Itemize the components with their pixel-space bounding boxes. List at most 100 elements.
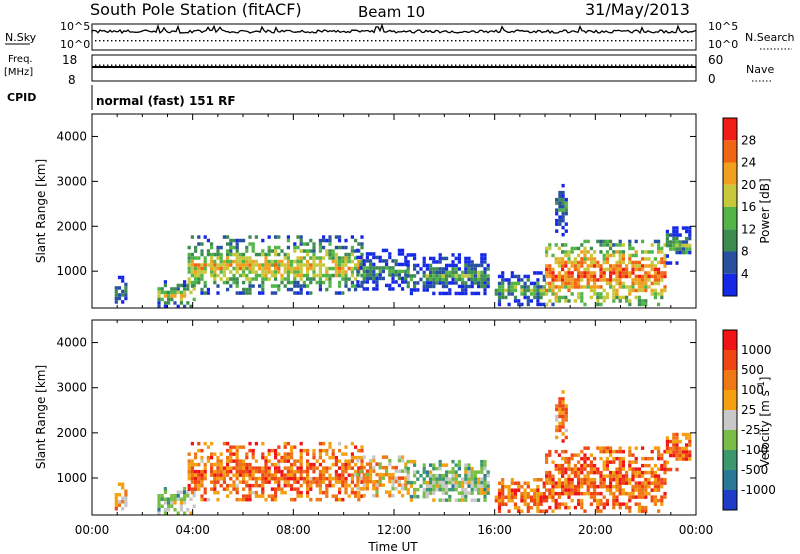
echo-cell [391, 479, 395, 484]
echo-cell [551, 285, 555, 289]
echo-cell [665, 443, 669, 447]
echo-cell [551, 477, 555, 482]
echo-cell [589, 278, 593, 282]
echo-cell [270, 487, 274, 491]
echo-cell [470, 277, 474, 282]
echo-cell [564, 299, 568, 303]
echo-cell [650, 467, 654, 471]
echo-cell [261, 466, 265, 470]
echo-cell [261, 270, 265, 274]
echo-cell [631, 264, 635, 268]
echo-cell [261, 252, 265, 257]
echo-cell [280, 459, 284, 463]
echo-cell [567, 299, 571, 303]
echo-cell [486, 480, 490, 485]
echo-cell [457, 459, 461, 464]
echo-cell [238, 259, 242, 264]
echo-cell [248, 490, 252, 495]
echo-cell [242, 459, 246, 463]
echo-cell [203, 284, 207, 288]
echo-cell [425, 470, 429, 474]
echo-cell [599, 456, 603, 461]
echo-cell [429, 281, 433, 285]
echo-cell [454, 480, 458, 485]
echo-cell [631, 470, 635, 475]
echo-cell [647, 274, 651, 279]
echo-cell [261, 277, 265, 281]
echo-cell [567, 281, 571, 286]
echo-cell [210, 266, 214, 271]
echo-cell [615, 477, 619, 482]
echo-cell [625, 481, 629, 485]
echo-cell [678, 247, 682, 251]
echo-cell [589, 467, 593, 471]
echo-cell [637, 488, 641, 492]
echo-cell [577, 246, 581, 251]
echo-cell [341, 277, 345, 281]
echo-cell [631, 271, 635, 275]
echo-cell [557, 260, 561, 265]
echo-cell [372, 479, 376, 484]
echo-cell [441, 463, 445, 467]
echo-cell [644, 281, 648, 286]
echo-cell [663, 491, 667, 496]
echo-cell [274, 270, 278, 274]
echo-cell [365, 472, 369, 477]
echo-cell [558, 208, 562, 212]
echo-cell [190, 473, 194, 477]
echo-cell [473, 487, 477, 492]
echo-cell [261, 469, 265, 474]
echo-cell [599, 474, 603, 478]
echo-cell [564, 264, 568, 268]
echo-cell [391, 269, 395, 274]
echo-cell [467, 256, 471, 261]
echo-cell [688, 243, 692, 248]
echo-cell [157, 290, 161, 295]
echo-cell [309, 487, 313, 491]
echo-cell [331, 256, 335, 260]
echo-cell [586, 491, 590, 496]
echo-cell [615, 292, 619, 296]
echo-cell [577, 281, 581, 286]
echo-cell [160, 297, 164, 302]
echo-cell [561, 190, 565, 195]
echo-cell [318, 483, 322, 488]
echo-cell [577, 498, 581, 503]
echo-cell [219, 452, 223, 456]
echo-cell [372, 493, 376, 498]
echo-cell [555, 197, 559, 202]
echo-cell [650, 243, 654, 247]
echo-cell [557, 467, 561, 471]
echo-cell [536, 509, 540, 513]
echo-cell [445, 480, 449, 485]
echo-cell [536, 288, 540, 293]
echo-cell [274, 252, 278, 257]
echo-cell [461, 477, 465, 481]
echo-cell [615, 274, 619, 279]
echo-cell [124, 503, 128, 507]
colorbar-tick-label: 28 [741, 133, 756, 147]
echo-cell [429, 274, 433, 278]
echo-cell [628, 260, 632, 265]
echo-cell [210, 487, 214, 491]
echo-cell [577, 271, 581, 275]
echo-cell [309, 238, 313, 243]
echo-cell [425, 281, 429, 285]
echo-cell [501, 271, 505, 275]
echo-cell [644, 484, 648, 489]
echo-cell [457, 253, 461, 257]
echo-cell [404, 462, 408, 466]
echo-cell [589, 453, 593, 457]
echo-cell [545, 460, 549, 464]
echo-cell [378, 276, 382, 281]
echo-cell [251, 473, 255, 477]
echo-cell [464, 288, 468, 292]
echo-cell [555, 414, 559, 419]
echo-cell [344, 490, 348, 495]
echo-cell [573, 463, 577, 468]
echo-cell [290, 473, 294, 477]
echo-cell [641, 505, 645, 510]
echo-cell [602, 484, 606, 489]
echo-cell [634, 481, 638, 485]
echo-cell [264, 270, 268, 274]
